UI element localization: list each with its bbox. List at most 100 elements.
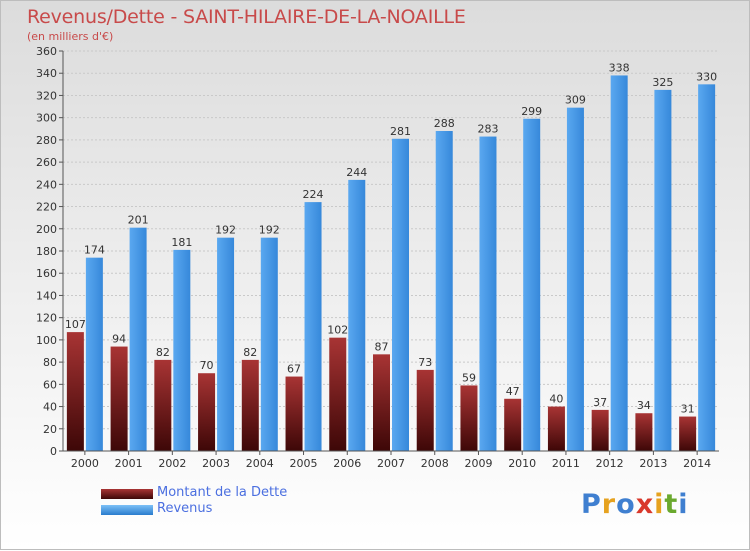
value-label-dette: 87 (375, 340, 389, 353)
x-tick-label: 2008 (421, 457, 449, 470)
bar-dette (591, 409, 609, 451)
value-label-dette: 70 (200, 359, 214, 372)
value-label-dette: 34 (637, 399, 651, 412)
value-label-dette: 47 (506, 385, 520, 398)
x-tick-label: 2007 (377, 457, 405, 470)
bar-dette (635, 413, 653, 451)
bar-dette (241, 359, 259, 451)
value-label-revenus: 244 (346, 166, 367, 179)
x-tick-label: 2004 (246, 457, 274, 470)
bar-dette (679, 416, 697, 451)
bar-dette (110, 346, 128, 451)
bar-revenus (566, 107, 584, 452)
logo-letter: r (601, 489, 617, 520)
x-tick-label: 2014 (683, 457, 711, 470)
bar-dette (198, 373, 216, 451)
labels: 0 20 40 60 80 100 120 140 160 180 200 220 240 260 280 3… (36, 45, 717, 470)
value-label-dette: 40 (549, 393, 563, 406)
bar-revenus (654, 89, 672, 451)
value-label-revenus: 281 (390, 125, 411, 138)
x-tick-label: 2011 (552, 457, 580, 470)
bar-revenus (435, 131, 453, 451)
value-label-revenus: 309 (565, 94, 586, 107)
y-tick-label: 0 (50, 445, 57, 458)
y-tick-label: 340 (36, 67, 57, 80)
bar-dette (460, 385, 478, 451)
bar-dette (416, 369, 434, 451)
value-label-revenus: 201 (128, 214, 149, 227)
y-tick-label: 320 (36, 89, 57, 102)
value-label-revenus: 192 (215, 224, 236, 237)
value-label-revenus: 224 (303, 188, 324, 201)
bar-dette (504, 398, 522, 451)
y-tick-label: 200 (36, 223, 57, 236)
value-label-dette: 59 (462, 371, 476, 384)
bar-revenus (85, 257, 103, 451)
value-label-revenus: 192 (259, 224, 280, 237)
chart-subtitle: (en milliers d'€) (27, 30, 114, 43)
y-tick-label: 240 (36, 178, 57, 191)
bar-dette (66, 332, 84, 451)
legend-swatch-revenus (101, 505, 153, 515)
x-tick-label: 2000 (71, 457, 99, 470)
y-tick-label: 300 (36, 112, 57, 125)
value-label-dette: 67 (287, 363, 301, 376)
x-tick-label: 2009 (464, 457, 492, 470)
y-tick-label: 20 (43, 423, 57, 436)
value-label-revenus: 299 (521, 105, 542, 118)
axes (59, 50, 719, 455)
bar-dette (329, 337, 347, 451)
y-tick-label: 280 (36, 134, 57, 147)
bar-revenus (392, 138, 409, 451)
logo-letter: t (664, 489, 679, 520)
y-tick-label: 120 (36, 312, 57, 325)
x-tick-label: 2002 (158, 457, 186, 470)
bar-revenus (698, 84, 716, 451)
bar-revenus (348, 179, 366, 451)
y-tick-label: 160 (36, 267, 57, 280)
logo-letter: P (581, 489, 602, 520)
bar-revenus (129, 227, 147, 451)
value-label-dette: 31 (681, 403, 695, 416)
y-tick-label: 60 (43, 378, 57, 391)
x-tick-label: 2001 (115, 457, 143, 470)
bar-revenus (173, 249, 191, 451)
x-tick-label: 2013 (639, 457, 667, 470)
value-label-dette: 102 (327, 324, 348, 337)
bar-revenus (610, 75, 628, 451)
bar-revenus (217, 237, 235, 451)
bar-dette (373, 354, 390, 451)
value-label-revenus: 325 (652, 76, 673, 89)
value-label-revenus: 338 (609, 61, 630, 74)
value-label-dette: 82 (156, 346, 170, 359)
value-label-dette: 107 (65, 318, 86, 331)
bar-dette (285, 376, 303, 451)
value-label-revenus: 181 (171, 236, 192, 249)
value-label-revenus: 288 (434, 117, 455, 130)
x-tick-label: 2012 (596, 457, 624, 470)
legend-label-dette: Montant de la Dette (157, 485, 288, 500)
gridlines (63, 50, 719, 452)
y-tick-label: 180 (36, 245, 57, 258)
bars (66, 75, 716, 452)
logo-letter: x (635, 489, 655, 520)
y-tick-label: 360 (36, 45, 57, 58)
proxiti-logo: Proxiti (581, 489, 689, 520)
value-label-revenus: 330 (696, 70, 717, 83)
x-tick-label: 2010 (508, 457, 536, 470)
bar-revenus (304, 202, 322, 451)
value-label-dette: 94 (112, 333, 126, 346)
x-tick-label: 2005 (290, 457, 318, 470)
bar-revenus (479, 136, 497, 452)
bar-revenus (523, 118, 541, 452)
value-label-revenus: 283 (477, 123, 498, 136)
chart-title: Revenus/Dette - SAINT-HILAIRE-DE-LA-NOAI… (27, 6, 466, 28)
bar-dette (154, 359, 172, 451)
x-tick-label: 2003 (202, 457, 230, 470)
legend-label-revenus: Revenus (157, 501, 213, 516)
logo-letter: o (616, 489, 636, 520)
y-tick-label: 220 (36, 201, 57, 214)
logo-letter: i (654, 489, 665, 520)
